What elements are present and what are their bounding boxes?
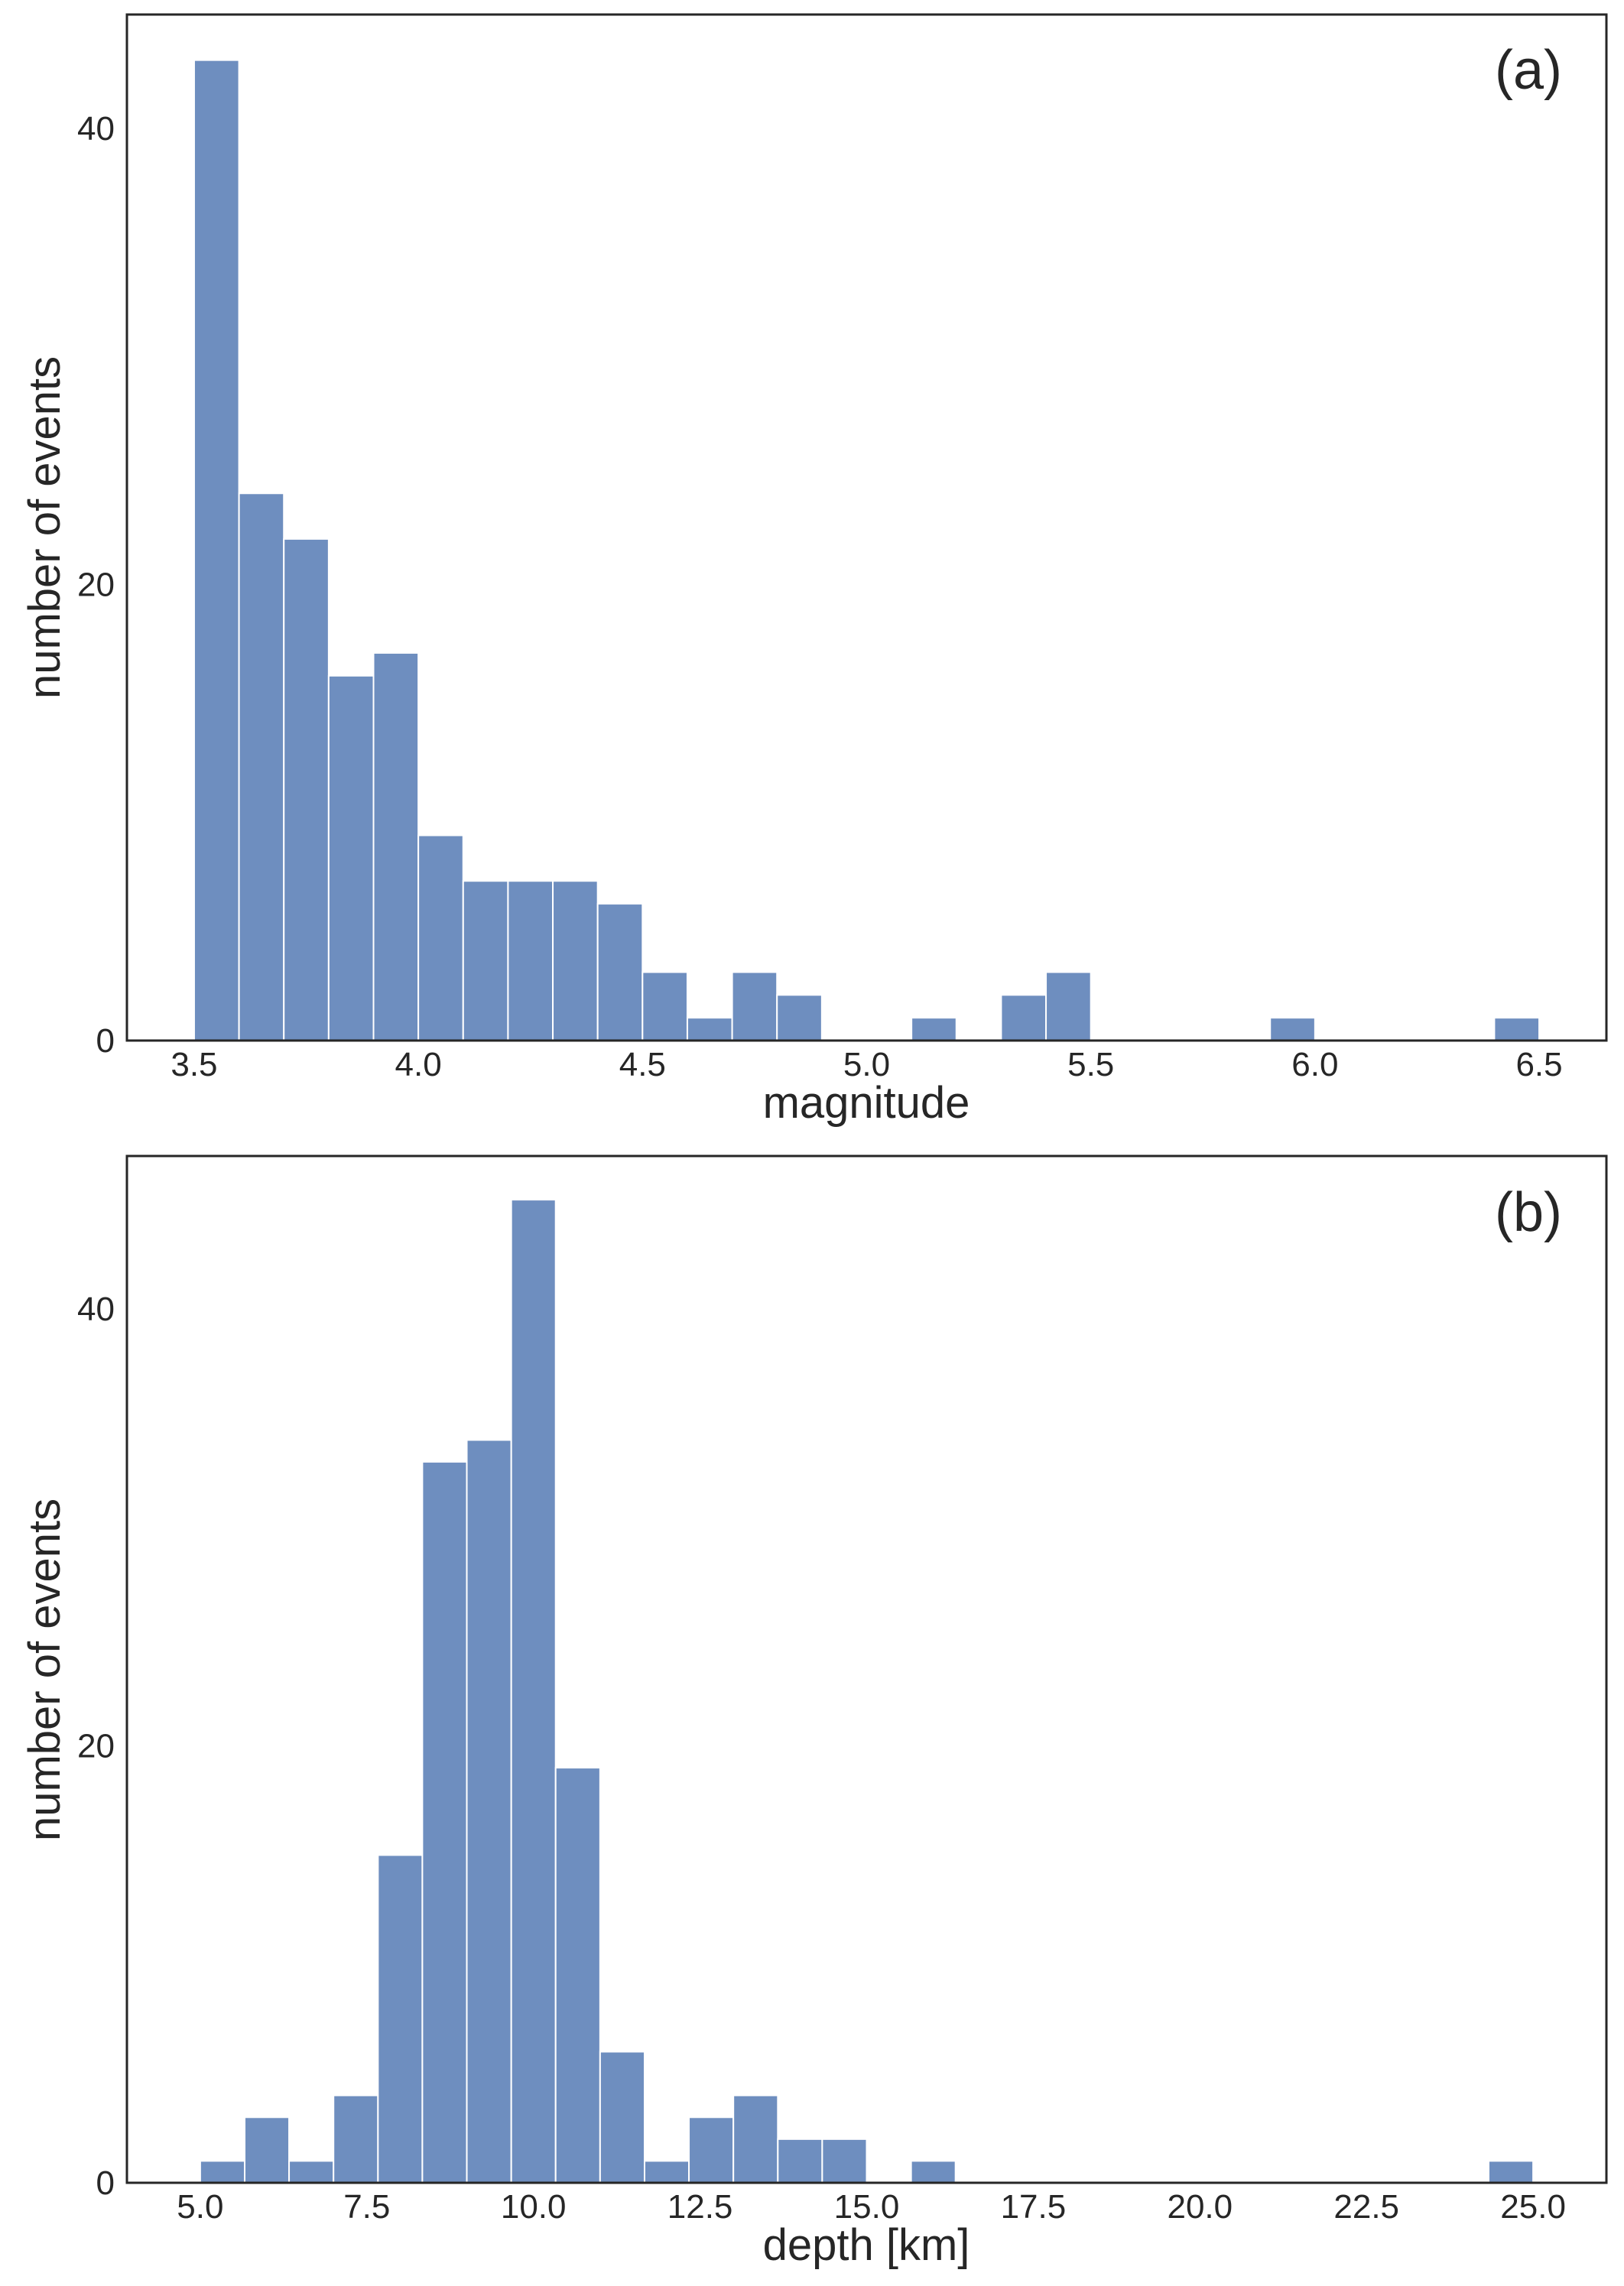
histogram-bar bbox=[507, 880, 554, 1041]
x-axis-label: depth [km] bbox=[763, 2220, 970, 2270]
x-tick-label: 5.5 bbox=[1067, 1046, 1114, 1083]
x-tick-label: 4.0 bbox=[395, 1046, 442, 1083]
histogram-panel-depth: 5.0 7.5 10.0 12.5 15.0 17.5 20.0 22.5 25.0 0 20 40… bbox=[20, 1154, 1608, 2270]
x-tick-label: 7.5 bbox=[343, 2188, 390, 2226]
x-axis-label: magnitude bbox=[763, 1078, 970, 1128]
histogram-bar bbox=[1045, 971, 1092, 1041]
histogram-bar bbox=[596, 903, 644, 1041]
histogram-bar bbox=[238, 492, 285, 1041]
histogram-bar bbox=[377, 1854, 424, 2184]
y-tick-label: 40 bbox=[77, 110, 115, 148]
histogram-bar bbox=[911, 1017, 957, 1041]
bars-group bbox=[193, 59, 1541, 1042]
y-axis-label: number of events bbox=[20, 356, 70, 699]
histogram-bar bbox=[599, 2051, 645, 2184]
y-axis-label: number of events bbox=[20, 1499, 70, 1841]
y-tick-label: 20 bbox=[77, 567, 115, 604]
histogram-bar bbox=[776, 994, 823, 1042]
x-tick-label: 10.0 bbox=[501, 2188, 567, 2226]
x-tick-label: 22.5 bbox=[1333, 2188, 1399, 2226]
panel-label: (b) bbox=[1495, 1182, 1562, 1243]
histogram-bar bbox=[688, 2116, 735, 2184]
x-tick-label: 5.0 bbox=[177, 2188, 223, 2226]
x-tick-label: 12.5 bbox=[667, 2188, 733, 2226]
histogram-bar bbox=[732, 2094, 779, 2184]
x-tick-label: 4.5 bbox=[619, 1046, 666, 1083]
histogram-bar bbox=[421, 1461, 468, 2184]
x-tick-label: 17.5 bbox=[1001, 2188, 1067, 2226]
y-tick-label: 40 bbox=[77, 1291, 115, 1328]
histogram-panel-magnitude: 3.5 4.0 4.5 5.0 5.5 6.0 6.5 0 20 40 magnitude nu… bbox=[20, 13, 1608, 1128]
histogram-bar bbox=[283, 537, 330, 1041]
x-tick-labels: 5.0 7.5 10.0 12.5 15.0 17.5 20.0 22.5 25.0 bbox=[177, 2188, 1566, 2226]
histogram-bar bbox=[417, 834, 464, 1041]
x-tick-label: 6.0 bbox=[1291, 1046, 1338, 1083]
y-tick-label: 20 bbox=[77, 1728, 115, 1765]
histogram-bar bbox=[777, 2138, 823, 2184]
x-tick-label: 3.5 bbox=[171, 1046, 217, 1083]
histogram-bar bbox=[333, 2094, 379, 2184]
x-tick-label: 15.0 bbox=[834, 2188, 900, 2226]
histogram-bar bbox=[372, 652, 420, 1041]
histogram-bar bbox=[199, 2160, 246, 2184]
histogram-bar bbox=[193, 59, 240, 1042]
histogram-bar bbox=[686, 1017, 733, 1041]
histogram-bar bbox=[288, 2160, 335, 2184]
histogram-bar bbox=[1493, 1017, 1541, 1041]
x-tick-label: 6.5 bbox=[1515, 1046, 1562, 1083]
x-tick-labels: 3.5 4.0 4.5 5.0 5.5 6.0 6.5 bbox=[171, 1046, 1562, 1083]
histogram-bar bbox=[821, 2138, 868, 2184]
x-tick-label: 20.0 bbox=[1167, 2188, 1233, 2226]
histogram-bar bbox=[552, 880, 599, 1041]
histogram-bar bbox=[327, 674, 375, 1041]
histogram-bar bbox=[466, 1439, 512, 2184]
histogram-bar bbox=[462, 880, 509, 1041]
histogram-bar bbox=[1487, 2160, 1535, 2184]
histogram-bar bbox=[510, 1199, 557, 2184]
histogram-bar bbox=[641, 971, 688, 1041]
axes-frame bbox=[125, 1154, 1608, 2184]
histogram-bar bbox=[554, 1767, 601, 2184]
histogram-bar bbox=[910, 2160, 957, 2184]
histogram-bar bbox=[1000, 994, 1047, 1042]
x-tick-label: 5.0 bbox=[843, 1046, 890, 1083]
x-tick-label: 25.0 bbox=[1500, 2188, 1566, 2226]
bars-group bbox=[199, 1199, 1535, 2184]
histogram-bar bbox=[731, 971, 778, 1041]
y-tick-labels: 0 20 40 bbox=[77, 1291, 115, 2202]
panel-label: (a) bbox=[1495, 40, 1562, 101]
histogram-bar bbox=[643, 2160, 690, 2184]
axes-frame bbox=[125, 13, 1608, 1042]
histogram-bar bbox=[1269, 1017, 1316, 1041]
y-tick-label: 0 bbox=[96, 2164, 115, 2202]
y-tick-labels: 0 20 40 bbox=[77, 110, 115, 1060]
y-tick-label: 0 bbox=[96, 1022, 115, 1060]
histogram-bar bbox=[244, 2116, 291, 2184]
